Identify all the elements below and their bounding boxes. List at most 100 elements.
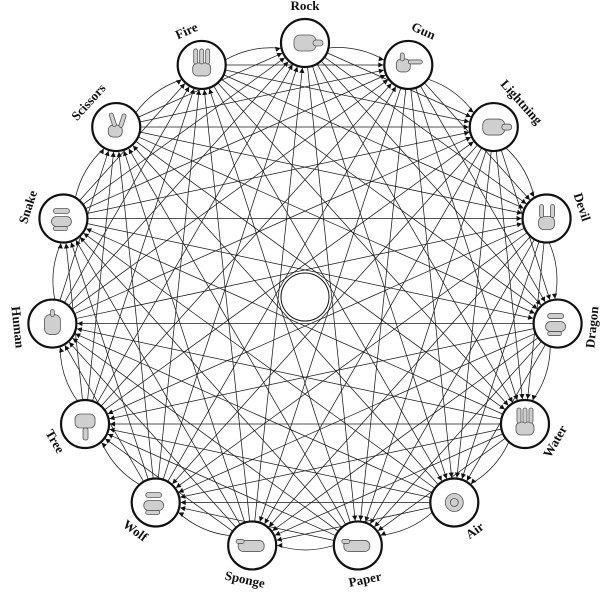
edge-human-to-fire (64, 86, 190, 303)
edge-tree-to-gun (100, 83, 392, 407)
thumb (53, 226, 68, 231)
arrowhead (507, 396, 513, 403)
arrowhead (519, 393, 525, 400)
arrowhead (382, 79, 389, 85)
scissors-hand-icon (107, 112, 127, 138)
edge-gun-to-lightning (427, 78, 474, 113)
arrowhead (107, 433, 114, 439)
edge-human-to-rock (68, 61, 289, 306)
edge-human-to-devil (75, 223, 523, 319)
edge-wolf-to-rock (162, 66, 298, 480)
edge-tree-to-scissors (87, 151, 115, 401)
edge-gun-to-sponge (259, 87, 402, 522)
edge-snake-to-gun (85, 74, 386, 210)
finger (539, 204, 544, 218)
arrowhead (258, 516, 264, 522)
edge-snake-to-rock (82, 57, 285, 205)
arrowhead (529, 191, 535, 197)
edge-tree-to-lightning (104, 141, 474, 411)
rock-hand-icon (293, 34, 324, 52)
arrowhead (516, 209, 523, 215)
wolf-hand-icon (143, 492, 165, 515)
node-gun: Gun (383, 19, 439, 91)
arrowhead (179, 83, 185, 89)
arrowhead (467, 141, 474, 147)
node-sponge: Sponge (224, 520, 278, 591)
arrowhead (282, 61, 289, 68)
arrowhead (279, 57, 285, 63)
thumb (399, 52, 405, 62)
arrowhead (175, 482, 182, 488)
arrowhead (448, 472, 454, 478)
arrowhead (535, 299, 541, 305)
arrowhead (529, 308, 535, 314)
edge-fire-to-air (213, 85, 443, 482)
edge-snake-to-dragon (86, 223, 534, 319)
arrowhead (466, 475, 472, 481)
arrowhead (172, 478, 178, 484)
arrowhead (275, 530, 281, 536)
node-tree: Tree (42, 398, 111, 456)
arrowhead (502, 399, 509, 406)
thumb (341, 539, 351, 544)
edge-sponge-to-rock (254, 67, 303, 522)
edge-sponge-to-human (68, 341, 237, 528)
edge-rock-to-paper (307, 66, 356, 521)
arrowhead (195, 89, 202, 96)
arrowhead (465, 136, 471, 142)
arrowhead (116, 151, 122, 158)
wrist (501, 123, 513, 131)
wrist (312, 39, 324, 47)
edge-lightning-to-air (456, 150, 492, 478)
edge-gun-to-air (410, 88, 453, 478)
edge-lightning-to-sponge (264, 147, 483, 524)
edge-gun-to-dragon (419, 85, 546, 303)
edge-fire-to-lightning (225, 69, 470, 123)
palm (51, 216, 72, 227)
node-label-human: Human (8, 306, 27, 350)
arrowhead (70, 242, 76, 248)
arrowhead (442, 473, 448, 479)
arrowhead (540, 296, 546, 302)
arrowhead (527, 314, 534, 320)
center-hole (280, 272, 330, 322)
node-dragon: Dragon (532, 298, 602, 349)
arrowhead (463, 130, 470, 136)
edge-paper-to-scissors (128, 148, 347, 525)
arrowhead (275, 46, 281, 52)
palm (192, 62, 212, 77)
node-label-dragon: Dragon (582, 305, 601, 349)
arrowhead (180, 506, 186, 512)
arrowhead (80, 237, 86, 243)
node-paper: Paper (332, 520, 383, 590)
edge-gun-to-paper (360, 88, 407, 521)
thumb (547, 331, 563, 336)
edge-air-to-human (75, 333, 433, 494)
node-water: Water (499, 398, 570, 460)
thumb (82, 427, 89, 441)
arrowhead (463, 118, 470, 124)
flat-hand (237, 540, 265, 552)
arrowhead (386, 83, 392, 89)
arrowhead (525, 393, 531, 400)
edge-scissors-to-water (135, 140, 505, 410)
arrowhead (208, 88, 214, 95)
finger (118, 113, 127, 128)
edge-wolf-to-tree (101, 442, 140, 485)
flat-hand (343, 540, 371, 552)
node-human: Human (8, 298, 78, 350)
arrowhead (277, 542, 283, 549)
arrowhead (57, 243, 63, 249)
arrowhead (104, 150, 110, 157)
edge-human-to-snake (52, 243, 62, 300)
edge-wolf-to-scissors (118, 151, 154, 479)
arrowhead (499, 404, 505, 410)
arrowhead (358, 515, 364, 521)
edge-rock-to-water (316, 63, 513, 403)
node-fire: Fire (173, 19, 227, 91)
arrowhead (75, 333, 81, 339)
edge-rock-to-gun (328, 47, 385, 61)
palm (538, 216, 555, 230)
arrowhead (516, 222, 523, 228)
